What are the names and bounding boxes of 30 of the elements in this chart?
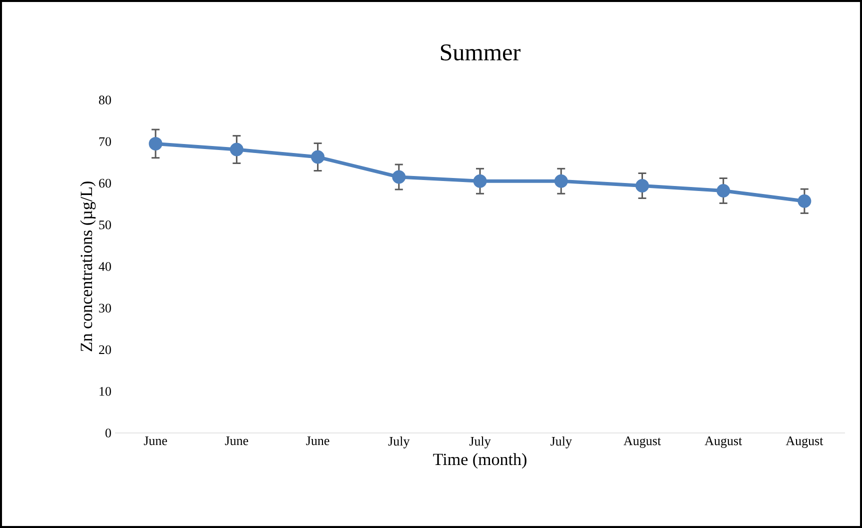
y-tick-label: 40 — [98, 262, 111, 271]
x-tick-label: July — [550, 436, 572, 448]
point — [230, 142, 244, 156]
x-tick-label: August — [786, 436, 824, 448]
y-tick-label: 10 — [100, 386, 111, 396]
x-tick-label: June — [306, 436, 330, 446]
point — [635, 178, 649, 192]
y-tick-label: 50 — [99, 220, 111, 230]
y-tick-label: 0 — [105, 428, 111, 438]
y-tick-label: 80 — [98, 96, 111, 104]
point — [148, 136, 162, 150]
y-tick-label: 30 — [99, 304, 111, 312]
point — [392, 170, 406, 184]
x-axis-title: Time (month) — [433, 453, 526, 469]
x-tick-label: June — [225, 436, 248, 446]
chart-title: Summer — [440, 44, 520, 60]
x-tick-label: August — [624, 436, 661, 448]
x-tick-label: June — [144, 436, 168, 446]
point — [554, 174, 568, 188]
y-tick-label: 20 — [99, 345, 111, 354]
point — [311, 150, 325, 164]
y-axis-title: Zn concentrations (µg/L) — [80, 182, 96, 352]
point — [798, 194, 812, 208]
y-tick-label: 60 — [99, 178, 111, 188]
point — [473, 174, 487, 188]
y-tick-label: 70 — [99, 137, 111, 146]
x-tick-label: July — [469, 436, 491, 448]
point — [716, 184, 730, 198]
x-tick-label: August — [704, 436, 742, 448]
x-tick-label: July — [388, 436, 410, 448]
